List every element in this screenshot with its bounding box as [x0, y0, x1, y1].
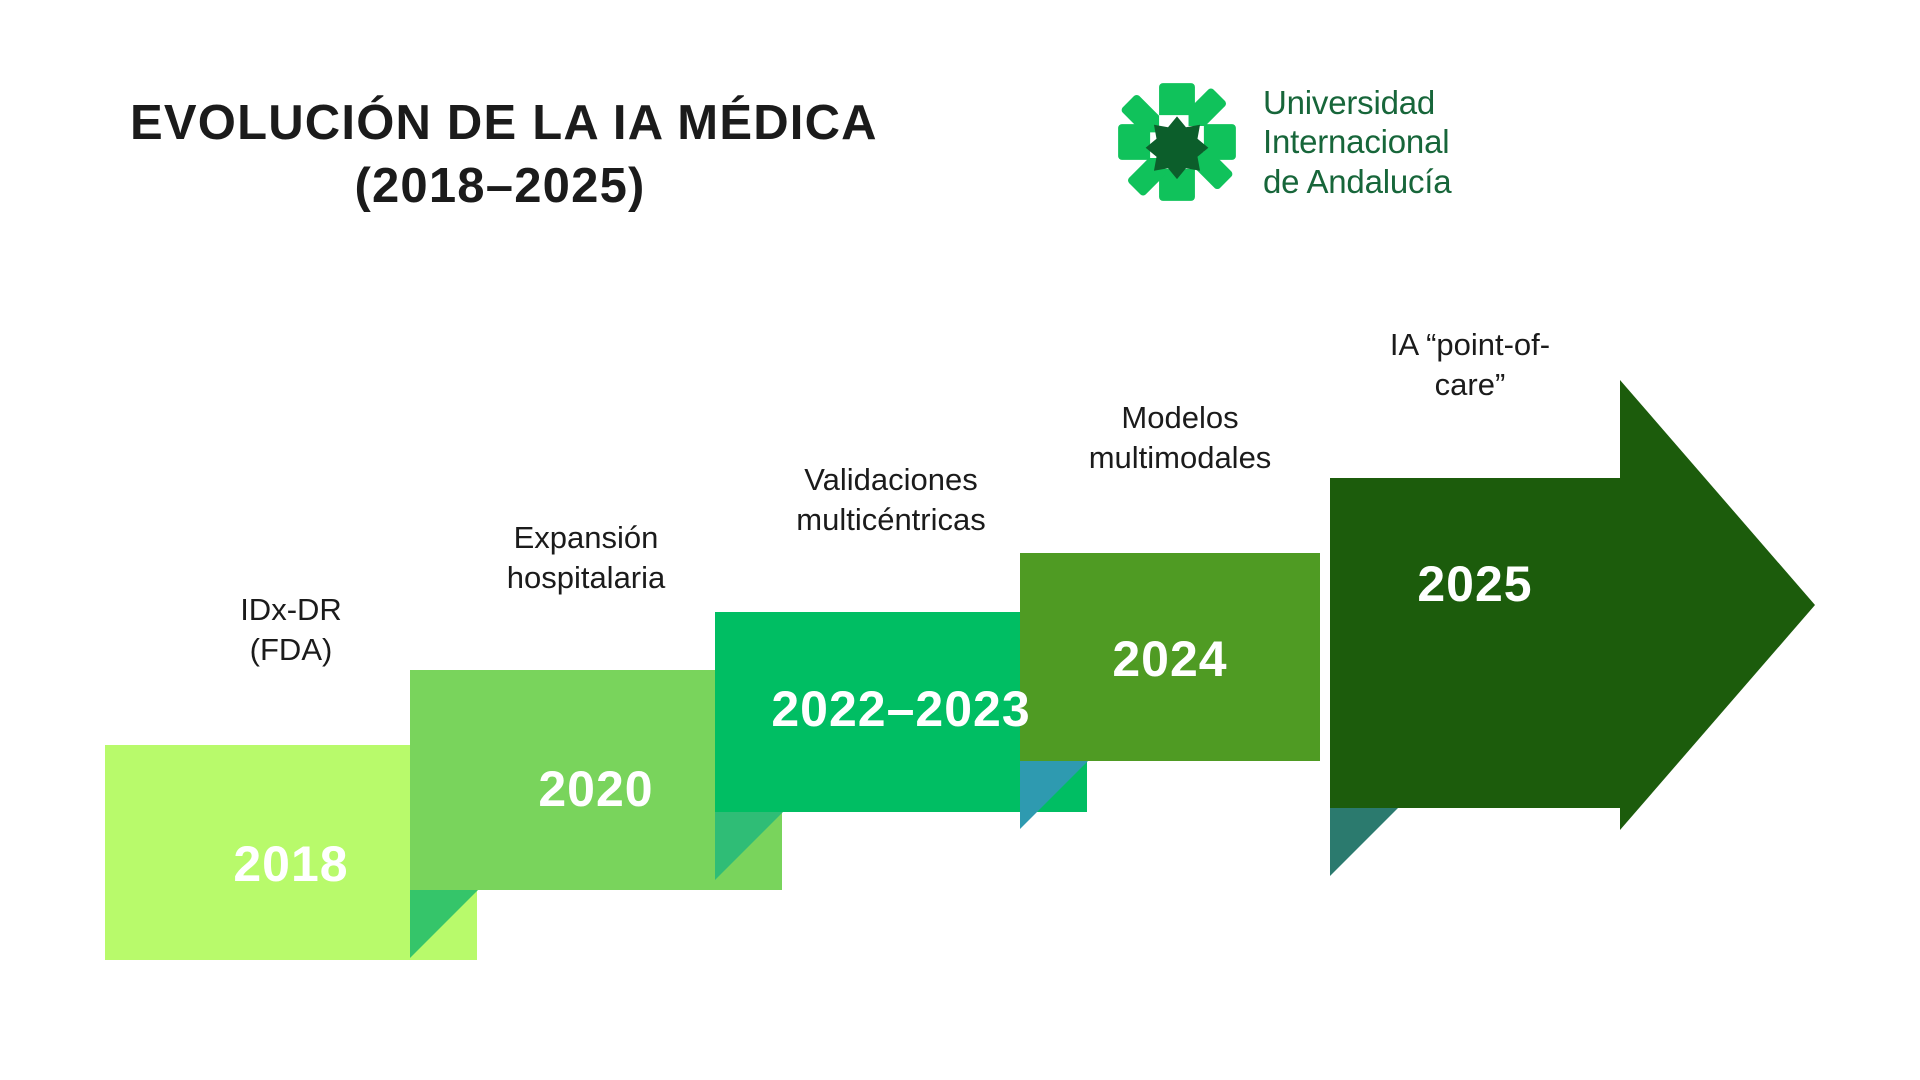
logo-text-line-1: Universidad — [1263, 84, 1436, 122]
timeline-step-2025-year: 2025 — [1417, 556, 1533, 612]
timeline-step-2025[interactable] — [1330, 478, 1620, 808]
timeline-step-2022-2023-caption: Validaciones multicéntricas — [796, 462, 986, 538]
university-logo-text: Universidad Internacional de Andalucía — [1263, 83, 1452, 201]
timeline-step-2018-caption: IDx-DR (FDA) — [240, 592, 342, 668]
timeline-step-2025-body — [1330, 478, 1620, 808]
fold-triangle-2025 — [1330, 808, 1398, 876]
timeline-step-2024-body — [1020, 553, 1320, 761]
timeline-step-2024-year: 2024 — [1112, 631, 1228, 687]
timeline-arrow-head — [1620, 380, 1815, 830]
timeline-step-2020-caption: Expansión hospitalaria — [506, 520, 666, 596]
timeline-step-2020-year: 2020 — [538, 761, 654, 817]
timeline-step-2024[interactable] — [1020, 553, 1320, 761]
mandala-center-star — [1145, 116, 1209, 180]
timeline-step-2018-year: 2018 — [233, 836, 349, 892]
university-logo: Universidad Internacional de Andalucía — [1113, 78, 1452, 206]
logo-text-line-3: de Andalucía — [1263, 162, 1452, 200]
page-title-line-2: (2018–2025) — [354, 158, 646, 213]
logo-text-line-2: Internacional — [1263, 123, 1450, 161]
page-title: EVOLUCIÓN DE LA IA MÉDICA (2018–2025) — [130, 92, 1070, 217]
timeline-step-2022-2023-year: 2022–2023 — [771, 681, 1031, 737]
timeline-step-2024-caption: Modelos multimodales — [1088, 400, 1272, 476]
page-title-line-1: EVOLUCIÓN DE LA IA MÉDICA — [130, 96, 878, 150]
timeline-step-2025-caption: IA “point-of- care” — [1389, 327, 1551, 403]
uia-mandala-logo-icon — [1118, 83, 1236, 201]
